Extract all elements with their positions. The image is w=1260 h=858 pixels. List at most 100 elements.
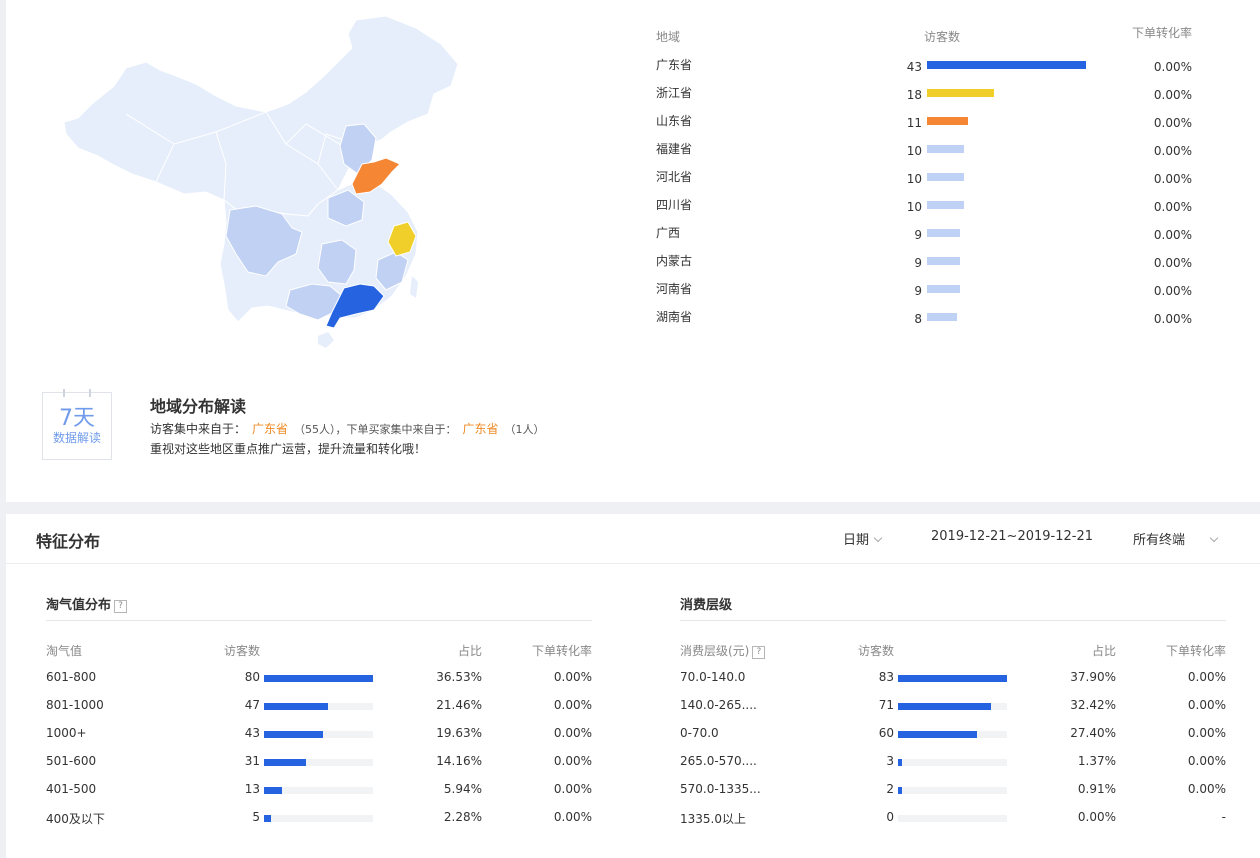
row-ratio: 36.53% (436, 670, 482, 684)
region-row: 四川省 10 0.00% (656, 190, 1196, 218)
table-row: 1000+ 43 19.63% 0.00% (46, 721, 592, 749)
interp-visitor-count: （55人），下单买家集中来自于： (294, 423, 457, 436)
date-range[interactable]: 2019-12-21~2019-12-21 (931, 529, 1093, 544)
map-borders (125, 111, 363, 201)
row-visitors: 80 (244, 670, 260, 684)
row-name: 1000+ (46, 726, 87, 740)
date-dropdown[interactable]: 日期 (843, 529, 883, 548)
region-row: 湖南省 8 0.00% (656, 302, 1196, 330)
region-visitors: 18 (906, 88, 922, 102)
taoqi-header: 淘气值 访客数 占比 下单转化率 (46, 637, 592, 665)
row-visitors: 31 (244, 754, 260, 768)
interp-title: 地域分布解读 (150, 397, 247, 416)
bar-track (898, 759, 1007, 766)
taoqi-section: 淘气值分布? 淘气值 访客数 占比 下单转化率 601-800 80 36.53% 0… (46, 594, 592, 833)
row-visitors: 2 (886, 782, 894, 796)
divider (46, 620, 592, 621)
chevron-down-icon (873, 533, 883, 543)
header-visitors: 访客数 (858, 644, 895, 658)
row-rate: 0.00% (553, 810, 592, 824)
table-row: 501-600 31 14.16% 0.00% (46, 749, 592, 777)
bar-track (264, 787, 373, 794)
bar-fill (898, 787, 902, 794)
region-table: 地域 访客数 下单转化率 广东省 43 0.00% 浙江省 18 0.00% 山东省 11 0.… (656, 22, 1196, 330)
taoqi-title: 淘气值分布? (46, 594, 592, 620)
section-divider (6, 563, 1260, 564)
row-name: 265.0-570.... (680, 754, 757, 768)
row-rate: 0.00% (553, 670, 592, 684)
region-rate: 0.00% (1153, 200, 1192, 214)
spend-header: 消费层级(元)? 访客数 占比 下单转化率 (680, 637, 1226, 665)
region-row: 河北省 10 0.00% (656, 162, 1196, 190)
region-name: 河北省 (656, 170, 693, 184)
region-panel: 地域 访客数 下单转化率 广东省 43 0.00% 浙江省 18 0.00% 山东省 11 0.… (6, 0, 1260, 502)
bar-track (898, 703, 1007, 710)
table-row: 570.0-1335... 2 0.91% 0.00% (680, 777, 1226, 805)
table-row: 70.0-140.0 83 37.90% 0.00% (680, 665, 1226, 693)
region-name: 内蒙古 (656, 254, 693, 268)
region-visitors: 10 (906, 172, 922, 186)
terminal-dropdown[interactable]: 所有终端 (1133, 529, 1219, 548)
row-rate: 0.00% (1187, 754, 1226, 768)
table-row: 601-800 80 36.53% 0.00% (46, 665, 592, 693)
header-ratio: 占比 (1091, 644, 1116, 658)
map-taiwan (410, 276, 418, 298)
divider (680, 620, 1226, 621)
bar-fill (264, 675, 373, 682)
region-rate: 0.00% (1153, 312, 1192, 326)
region-row: 河南省 9 0.00% (656, 274, 1196, 302)
row-name: 1335.0以上 (680, 812, 746, 826)
bar-fill (898, 675, 1007, 682)
row-ratio: 0.00% (1077, 810, 1116, 824)
region-visitors: 43 (906, 60, 922, 74)
row-ratio: 2.28% (443, 810, 482, 824)
header-name: 淘气值 (46, 644, 83, 658)
bar-fill (264, 815, 271, 822)
row-visitors: 3 (886, 754, 894, 768)
region-bar (927, 89, 994, 97)
row-name: 401-500 (46, 782, 97, 796)
interp-summary: 访客集中来自于： 广东省 （55人），下单买家集中来自于： 广东省 （1人） (150, 420, 545, 437)
row-ratio: 21.46% (436, 698, 482, 712)
row-ratio: 0.91% (1077, 782, 1116, 796)
region-rate: 0.00% (1153, 144, 1192, 158)
region-visitors: 10 (906, 200, 922, 214)
header-name: 消费层级(元)? (680, 642, 766, 659)
map-guangdong (325, 283, 385, 329)
bar-fill (264, 787, 282, 794)
region-bar (927, 229, 961, 237)
region-name: 广西 (656, 226, 681, 240)
row-name: 400及以下 (46, 812, 105, 826)
row-visitors: 47 (244, 698, 260, 712)
china-map (63, 15, 459, 348)
row-ratio: 5.94% (443, 782, 482, 796)
region-rate: 0.00% (1153, 172, 1192, 186)
region-visitors: 9 (914, 284, 922, 298)
row-name: 601-800 (46, 670, 97, 684)
bar-fill (898, 759, 902, 766)
bar-track (264, 815, 373, 822)
region-bar (927, 61, 1086, 69)
header-name-text: 消费层级(元) (680, 644, 750, 658)
row-rate: 0.00% (553, 726, 592, 740)
region-visitors: 8 (914, 312, 922, 326)
bar-track (898, 815, 1007, 822)
region-bar (927, 145, 964, 153)
row-visitors: 60 (878, 726, 894, 740)
help-icon[interactable]: ? (114, 600, 128, 613)
help-icon[interactable]: ? (752, 646, 766, 659)
badge-number: 7天 (59, 406, 95, 431)
table-row: 1335.0以上 0 0.00% - (680, 805, 1226, 833)
row-rate: 0.00% (1187, 782, 1226, 796)
map-land (63, 15, 459, 217)
table-row: 801-1000 47 21.46% 0.00% (46, 693, 592, 721)
table-row: 401-500 13 5.94% 0.00% (46, 777, 592, 805)
row-ratio: 27.40% (1070, 726, 1116, 740)
row-ratio: 19.63% (436, 726, 482, 740)
region-name: 浙江省 (656, 86, 693, 100)
table-row: 0-70.0 60 27.40% 0.00% (680, 721, 1226, 749)
row-rate: 0.00% (553, 754, 592, 768)
date-label: 日期 (843, 533, 870, 548)
header-rate: 下单转化率 (531, 644, 592, 658)
header-ratio: 占比 (457, 644, 482, 658)
